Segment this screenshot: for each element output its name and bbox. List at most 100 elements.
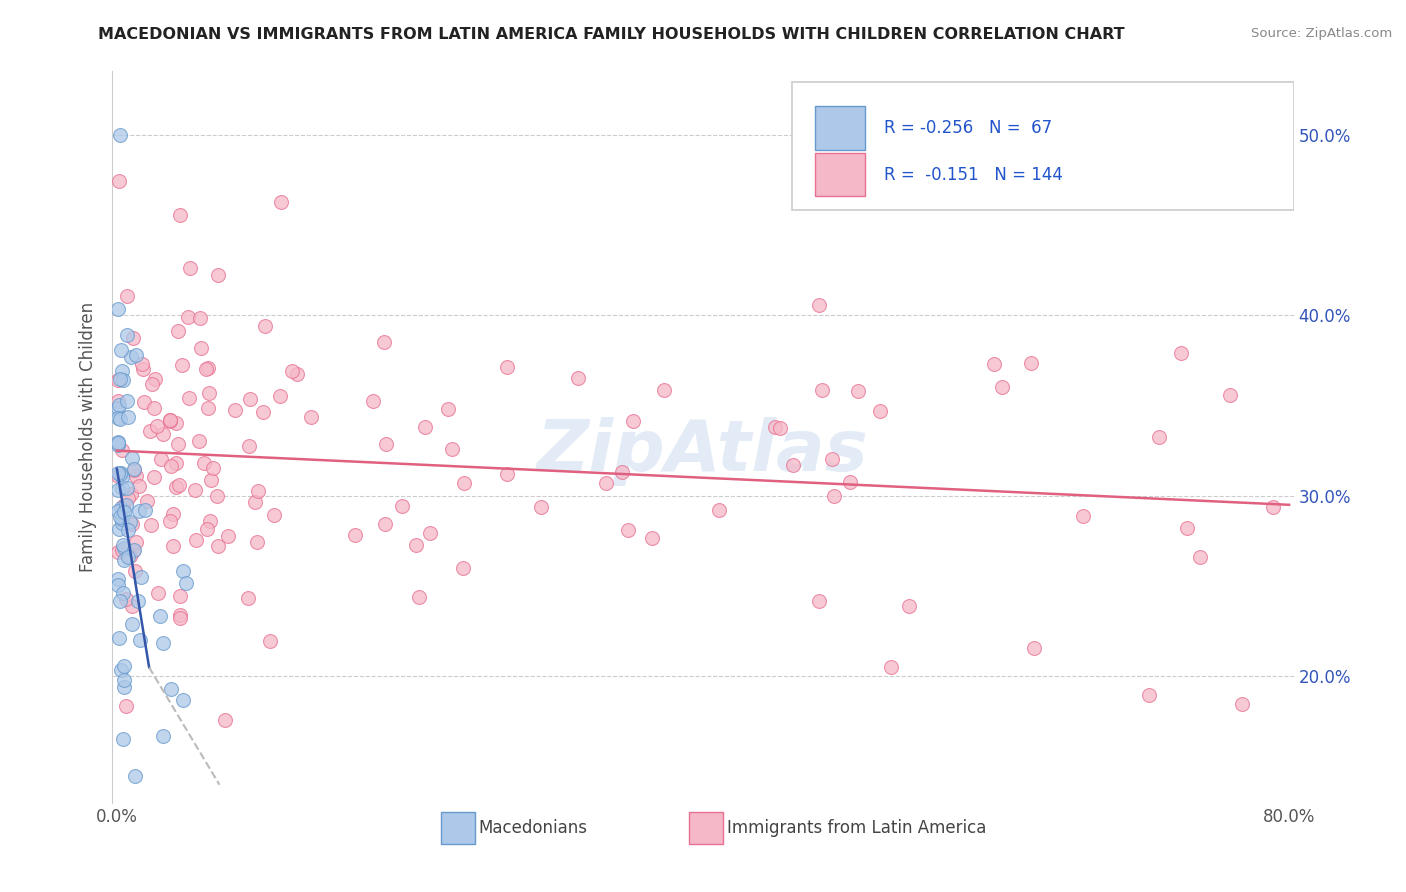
Point — [440, 442, 463, 456]
Point — [391, 499, 413, 513]
Point — [769, 421, 792, 435]
Point — [110, 542, 132, 557]
Point — [184, 533, 207, 547]
Point — [269, 389, 291, 403]
Point — [107, 504, 129, 518]
Point — [172, 359, 194, 373]
Point — [112, 673, 135, 688]
Point — [1137, 688, 1160, 702]
Point — [141, 376, 163, 391]
Point — [299, 410, 322, 425]
Point — [166, 324, 188, 338]
Point — [110, 364, 132, 378]
Point — [112, 659, 135, 673]
Point — [121, 516, 143, 531]
Point — [112, 541, 135, 555]
Point — [169, 208, 191, 222]
Point — [281, 363, 304, 377]
Point — [567, 371, 589, 385]
Point — [263, 508, 285, 522]
Point — [152, 730, 174, 744]
Point — [246, 484, 269, 499]
Point — [217, 529, 239, 543]
Point — [374, 517, 396, 532]
Point — [111, 443, 134, 458]
Point — [117, 550, 139, 565]
Text: R = -0.256   N =  67: R = -0.256 N = 67 — [884, 120, 1052, 137]
Point — [110, 663, 132, 677]
Point — [112, 500, 135, 514]
Text: Immigrants from Latin America: Immigrants from Latin America — [727, 820, 986, 838]
Point — [162, 507, 184, 521]
Point — [595, 476, 617, 491]
Point — [127, 594, 149, 608]
Point — [177, 310, 200, 324]
Point — [132, 394, 155, 409]
Point — [120, 350, 142, 364]
Point — [118, 516, 141, 530]
Point — [405, 538, 427, 552]
Point — [108, 372, 131, 386]
Point — [201, 461, 224, 475]
Point — [238, 439, 260, 453]
Point — [169, 611, 191, 625]
Point — [117, 409, 139, 424]
Point — [167, 478, 190, 492]
Point — [159, 413, 181, 427]
Point — [253, 318, 276, 333]
Point — [1189, 550, 1212, 565]
Point — [179, 392, 201, 406]
Point — [1019, 356, 1042, 370]
Point — [807, 298, 830, 312]
Point — [159, 514, 181, 528]
Point — [107, 373, 129, 387]
Point — [207, 268, 229, 282]
Y-axis label: Family Households with Children: Family Households with Children — [79, 302, 97, 572]
Point — [374, 437, 396, 451]
Point — [128, 503, 150, 517]
Point — [107, 572, 129, 586]
Point — [807, 594, 830, 608]
Point — [159, 413, 181, 427]
Point — [1261, 500, 1284, 515]
Point — [245, 495, 267, 509]
Point — [150, 452, 173, 467]
Point — [145, 371, 167, 385]
Point — [152, 427, 174, 442]
Point — [453, 560, 475, 574]
Point — [107, 631, 129, 645]
Point — [134, 502, 156, 516]
Point — [174, 576, 197, 591]
Point — [159, 459, 181, 474]
Point — [121, 543, 143, 558]
Point — [112, 553, 135, 567]
Point — [159, 412, 181, 426]
Point — [152, 636, 174, 650]
Point — [120, 486, 142, 500]
Point — [1230, 697, 1253, 711]
Point — [110, 501, 132, 516]
Point — [124, 542, 146, 557]
Point — [111, 509, 134, 524]
Point — [207, 539, 229, 553]
Point — [373, 335, 395, 350]
Point — [110, 481, 132, 495]
Point — [107, 435, 129, 450]
Point — [124, 769, 146, 783]
Text: Source: ZipAtlas.com: Source: ZipAtlas.com — [1251, 27, 1392, 40]
Point — [879, 660, 901, 674]
Point — [239, 392, 262, 406]
Point — [112, 505, 135, 519]
Point — [179, 260, 201, 275]
Point — [143, 470, 166, 484]
Point — [107, 469, 129, 483]
Point — [107, 401, 129, 415]
Point — [195, 522, 218, 536]
Point — [111, 512, 134, 526]
Point — [848, 384, 870, 398]
Point — [107, 578, 129, 592]
Point — [782, 458, 804, 472]
Point — [188, 434, 211, 449]
FancyBboxPatch shape — [815, 106, 865, 150]
Point — [246, 535, 269, 549]
